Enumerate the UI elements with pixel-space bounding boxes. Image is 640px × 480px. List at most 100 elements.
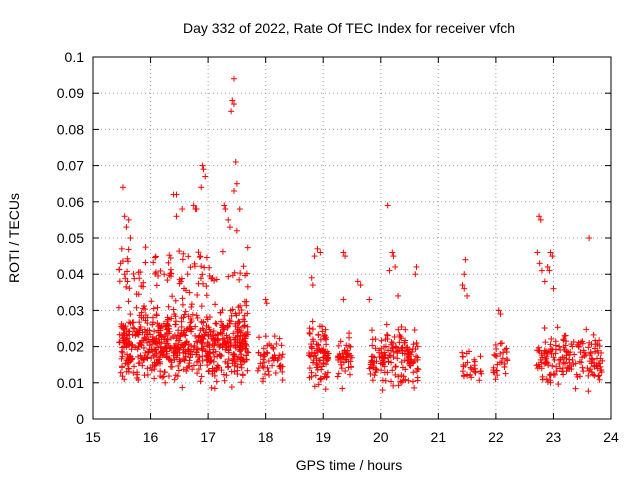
data-point (155, 344, 162, 351)
data-point (279, 377, 286, 384)
data-point (386, 267, 393, 274)
data-point (175, 362, 182, 369)
data-point (379, 387, 386, 394)
data-point (387, 347, 394, 354)
data-point (547, 249, 554, 256)
data-point (593, 362, 600, 369)
data-point (182, 308, 189, 315)
data-point (490, 369, 497, 376)
data-point (216, 352, 223, 359)
data-point (241, 322, 248, 329)
data-point (240, 263, 247, 270)
data-point (209, 331, 216, 338)
data-point (322, 371, 329, 378)
data-point (193, 338, 200, 345)
x-tick-label: 16 (143, 429, 159, 445)
data-point (270, 345, 277, 352)
data-point (213, 276, 220, 283)
data-point (371, 354, 378, 361)
data-point (319, 323, 326, 330)
data-point (231, 101, 238, 108)
data-point (238, 361, 245, 368)
data-point (150, 305, 157, 312)
axes: 15 16 17 18 19 20 21 22 23 24 0 0.01 0.02 0.03 0.04 0.0… (57, 49, 619, 445)
x-tick-label: 22 (488, 429, 504, 445)
data-point (392, 364, 399, 371)
data-point (371, 372, 378, 379)
data-point (460, 353, 467, 360)
data-point (153, 340, 160, 347)
data-point (262, 333, 269, 340)
data-point (153, 350, 160, 357)
data-point (167, 270, 174, 277)
data-point (311, 383, 318, 390)
data-point (376, 347, 383, 354)
data-point (119, 364, 126, 371)
data-point (164, 353, 171, 360)
data-point (564, 348, 571, 355)
data-point (210, 358, 217, 365)
data-point (586, 339, 593, 346)
data-point (190, 202, 197, 209)
data-point (242, 272, 249, 279)
data-point (173, 213, 180, 220)
data-point (367, 370, 374, 377)
data-point (279, 363, 286, 370)
data-point (256, 334, 263, 341)
data-point (203, 283, 210, 290)
data-point (221, 377, 228, 384)
data-point (324, 357, 331, 364)
data-point (189, 311, 196, 318)
data-point (194, 291, 201, 298)
data-point (467, 364, 474, 371)
data-point (395, 292, 402, 299)
data-point (117, 260, 124, 267)
data-point (585, 372, 592, 379)
data-point (140, 356, 147, 363)
data-point (140, 283, 147, 290)
data-point (172, 340, 179, 347)
data-point (411, 326, 418, 333)
data-point (585, 344, 592, 351)
data-point (547, 371, 554, 378)
data-point (279, 351, 286, 358)
data-point (308, 373, 315, 380)
data-point (562, 332, 569, 339)
data-point (168, 357, 175, 364)
data-point (340, 249, 347, 256)
data-point (240, 316, 247, 323)
y-tick-label: 0.09 (57, 85, 84, 101)
data-point (224, 338, 231, 345)
data-point (149, 321, 156, 328)
data-point (165, 259, 172, 266)
data-point (392, 263, 399, 270)
y-tick-label: 0.07 (57, 158, 84, 174)
data-point (399, 350, 406, 357)
data-point (227, 336, 234, 343)
data-point (123, 332, 130, 339)
data-point (136, 340, 143, 347)
data-point (213, 320, 220, 327)
data-point (339, 385, 346, 392)
data-point (214, 336, 221, 343)
data-point (576, 358, 583, 365)
data-point (122, 336, 129, 343)
data-point (541, 325, 548, 332)
data-point (578, 359, 585, 366)
x-tick-label: 23 (546, 429, 562, 445)
data-point (471, 358, 478, 365)
data-point (137, 352, 144, 359)
data-point (199, 271, 206, 278)
data-point (144, 339, 151, 346)
data-point (341, 347, 348, 354)
data-point (189, 366, 196, 373)
data-point (230, 350, 237, 357)
data-point (368, 327, 375, 334)
data-point (547, 341, 554, 348)
data-point (182, 341, 189, 348)
data-point (237, 347, 244, 354)
data-point (550, 370, 557, 377)
data-point (395, 373, 402, 380)
data-point (234, 339, 241, 346)
data-point (550, 285, 557, 292)
